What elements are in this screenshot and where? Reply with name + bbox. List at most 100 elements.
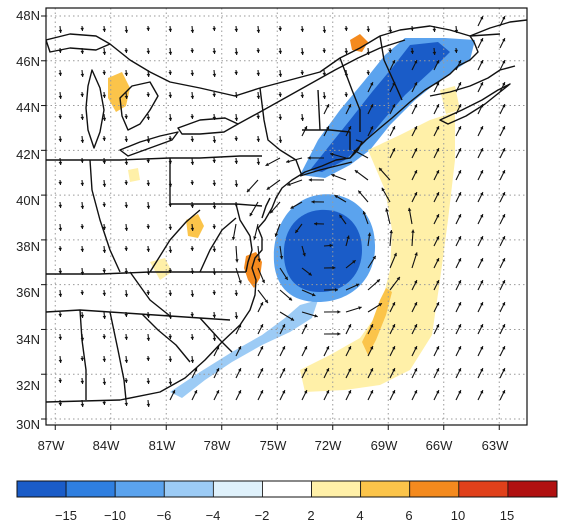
wind-arrow-head — [308, 272, 312, 276]
wind-arrow-head — [146, 357, 150, 361]
wind-arrow-head — [358, 306, 362, 310]
negative-band-southwest — [170, 300, 318, 398]
colorbar-label: 4 — [356, 508, 363, 523]
wind-arrow-head — [413, 126, 418, 130]
wind-arrow-head — [479, 302, 484, 306]
wind-arrow-head — [190, 204, 195, 208]
wind-arrow-head — [80, 73, 85, 77]
wind-arrow-head — [102, 292, 107, 296]
wind-arrow-head — [435, 302, 440, 306]
wind-arrow-head — [457, 192, 462, 196]
wind-arrow-head — [124, 247, 128, 251]
wind-arrow-head — [479, 126, 484, 130]
wind-arrow-head — [389, 230, 393, 234]
positive-west-virginia — [186, 214, 204, 238]
wind-arrow-head — [353, 150, 358, 154]
wind-arrow-head — [391, 60, 396, 64]
wind-arrow-head — [102, 160, 107, 164]
wind-arrow-head — [168, 381, 173, 385]
lat-label: 42N — [16, 147, 40, 162]
wind-arrow-head — [369, 324, 374, 328]
wind-arrow-head — [300, 94, 305, 98]
wind-arrow-head — [366, 51, 371, 55]
wind-arrow-head — [501, 280, 506, 284]
wind-arrow-head — [146, 205, 151, 209]
colorbar-label: −4 — [206, 508, 221, 523]
lat-label: 40N — [16, 193, 40, 208]
wind-arrow-head — [102, 137, 106, 141]
wind-arrow-head — [411, 229, 415, 233]
state-border-5 — [259, 87, 303, 177]
wind-arrow-head — [102, 335, 106, 339]
wind-arrow-head — [300, 28, 305, 32]
wind-arrow-head — [414, 252, 418, 256]
wind-arrow-head — [325, 368, 330, 372]
wind-arrow-head — [501, 82, 506, 86]
lat-label: 46N — [16, 54, 40, 69]
wind-arrow-head — [80, 27, 84, 31]
wind-arrow-head — [314, 314, 318, 318]
wind-arrow-head — [457, 60, 462, 64]
wind-arrow-head — [234, 203, 238, 207]
wind-arrow-head — [435, 258, 440, 262]
wind-arrow-head — [168, 51, 173, 55]
canada-us-border — [109, 25, 471, 97]
wind-arrow-head — [391, 302, 396, 306]
axis-ticks — [41, 15, 500, 430]
wind-arrow-head — [212, 271, 217, 275]
colorbar-segment — [16, 480, 67, 498]
wind-arrow-head — [435, 192, 440, 196]
wind-arrow-head — [457, 236, 462, 240]
wind-arrow-head — [281, 368, 286, 372]
wind-arrow-head — [454, 49, 458, 53]
wind-arrow-head — [212, 27, 216, 31]
wind-arrow-head — [124, 293, 129, 297]
wind-arrow-head — [413, 346, 418, 350]
colorbar-label: 2 — [307, 508, 314, 523]
colorbar-label: −2 — [255, 508, 270, 523]
wind-arrow-head — [355, 283, 360, 287]
wind-arrow-head — [234, 71, 238, 75]
wind-arrow-head — [80, 271, 85, 275]
wind-arrow-head — [501, 368, 506, 372]
wind-arrow-head — [501, 148, 506, 152]
lon-label: 75W — [260, 438, 287, 453]
wind-arrow-head — [212, 291, 216, 295]
wind-arrow-head — [435, 148, 440, 152]
lon-label: 66W — [426, 438, 453, 453]
wind-arrow-head — [237, 368, 242, 372]
wind-arrow-head — [337, 332, 341, 336]
wind-arrow-head — [212, 73, 217, 77]
wind-arrow-head — [501, 258, 506, 262]
wind-arrow-head — [344, 50, 349, 54]
wind-arrow-head — [237, 346, 242, 350]
wind-arrow-head — [212, 50, 217, 54]
wind-arrow-head — [124, 379, 128, 383]
wind-arrow-head — [322, 29, 327, 33]
wind-arrow-head — [435, 126, 440, 130]
wind-arrow-head — [376, 279, 380, 283]
lat-label: 44N — [16, 100, 40, 115]
wind-arrow-head — [266, 186, 271, 190]
colorbar-segment — [163, 480, 214, 498]
wind-arrow-head — [102, 117, 107, 121]
state-border-10 — [141, 313, 233, 363]
wind-arrow-head — [396, 276, 400, 281]
wind-arrow-head — [479, 16, 484, 20]
wind-arrow-head — [190, 270, 195, 274]
wind-arrow-head — [501, 302, 506, 306]
wind-arrow-head — [259, 302, 264, 306]
wind-arrow-head — [168, 335, 172, 339]
wind-arrow-head — [146, 27, 150, 31]
wind-arrow-head — [102, 269, 106, 273]
colorbar-segment — [114, 480, 165, 498]
wind-arrow-head — [457, 346, 462, 350]
wind-arrow-head — [124, 336, 129, 340]
wind-arrow-head — [238, 280, 242, 284]
wind-arrow-head — [479, 324, 484, 328]
wind-arrow-head — [413, 302, 418, 306]
wind-arrow-head — [337, 310, 341, 314]
wind-arrow-head — [190, 293, 195, 297]
wind-arrow-head — [391, 126, 396, 130]
wind-arrow-head — [234, 183, 239, 187]
